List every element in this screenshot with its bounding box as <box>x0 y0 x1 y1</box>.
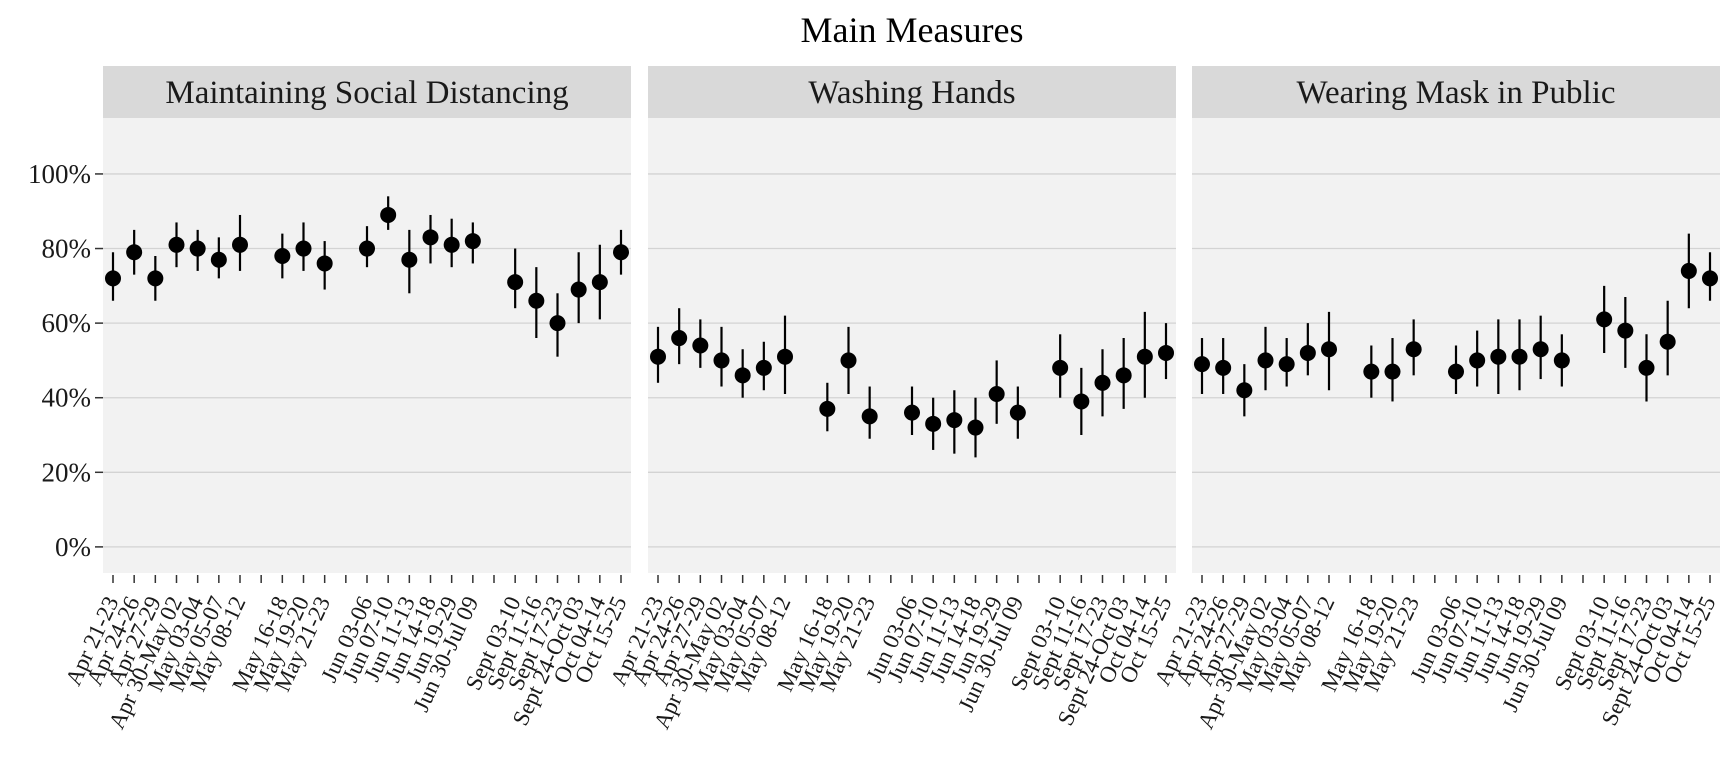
data-point <box>861 408 878 425</box>
data-point <box>692 337 709 354</box>
data-point <box>1617 322 1634 339</box>
data-point <box>359 240 375 257</box>
data-point <box>232 236 248 253</box>
panel-background <box>648 118 1176 573</box>
facet-strip <box>1192 66 1720 118</box>
data-point <box>671 330 688 347</box>
data-point <box>1469 352 1486 369</box>
data-point <box>316 255 333 272</box>
data-point <box>1236 382 1253 399</box>
data-point <box>1158 344 1174 361</box>
data-point <box>380 206 397 223</box>
chart-title: Main Measures <box>801 10 1024 50</box>
data-point <box>1115 367 1132 384</box>
data-point <box>1094 374 1111 391</box>
data-point <box>549 315 566 332</box>
data-point <box>570 281 587 298</box>
data-point <box>1321 341 1337 358</box>
data-point <box>507 274 524 291</box>
data-point <box>1299 344 1316 361</box>
panel-background <box>103 118 631 573</box>
data-point <box>1532 341 1549 358</box>
data-point <box>840 352 857 369</box>
data-point <box>591 274 608 291</box>
data-point <box>1680 262 1697 279</box>
data-point <box>295 240 312 257</box>
data-point <box>1215 359 1232 376</box>
y-axis-tick-label: 80% <box>42 234 92 264</box>
data-point <box>1073 393 1090 410</box>
data-point <box>105 270 121 287</box>
y-axis-tick-label: 0% <box>55 532 91 562</box>
data-point <box>777 348 793 365</box>
facet-strip <box>648 66 1176 118</box>
data-point <box>1136 348 1153 365</box>
data-point <box>1405 341 1422 358</box>
data-point <box>528 292 545 309</box>
data-point <box>988 385 1005 402</box>
data-point <box>1596 311 1613 328</box>
data-point <box>126 244 143 261</box>
data-point <box>713 352 730 369</box>
data-point <box>1659 333 1676 350</box>
data-point <box>1009 404 1026 421</box>
data-point <box>1448 363 1464 380</box>
y-axis-tick-label: 20% <box>42 457 92 487</box>
data-point <box>464 233 481 250</box>
data-point <box>946 412 963 429</box>
data-point <box>210 251 227 268</box>
data-point <box>443 236 460 253</box>
facet-strip-label: Washing Hands <box>808 75 1015 111</box>
data-point <box>819 400 836 417</box>
data-point <box>734 367 751 384</box>
data-point <box>1278 356 1295 373</box>
data-point <box>1257 352 1274 369</box>
data-point <box>189 240 206 257</box>
data-point <box>168 236 185 253</box>
data-point <box>1194 356 1210 373</box>
data-point <box>755 359 772 376</box>
data-point <box>613 244 629 261</box>
data-point <box>1702 270 1718 287</box>
facet-strip-label: Wearing Mask in Public <box>1296 75 1615 111</box>
data-point <box>274 247 291 264</box>
data-point <box>401 251 418 268</box>
facet-strip-label: Maintaining Social Distancing <box>165 75 568 111</box>
data-point <box>904 404 920 421</box>
data-point <box>1638 359 1655 376</box>
data-point <box>422 229 439 246</box>
data-point <box>1052 359 1069 376</box>
data-point <box>1363 363 1380 380</box>
data-point <box>1384 363 1401 380</box>
y-axis-tick-label: 100% <box>28 159 91 189</box>
data-point <box>1511 348 1528 365</box>
y-axis-tick-label: 60% <box>42 308 92 338</box>
data-point <box>1553 352 1570 369</box>
data-point <box>650 348 666 365</box>
y-axis-tick-label: 40% <box>42 383 92 413</box>
facet-strip <box>103 66 631 118</box>
data-point <box>967 419 984 436</box>
data-point <box>925 415 942 432</box>
data-point <box>1490 348 1507 365</box>
data-point <box>147 270 164 287</box>
